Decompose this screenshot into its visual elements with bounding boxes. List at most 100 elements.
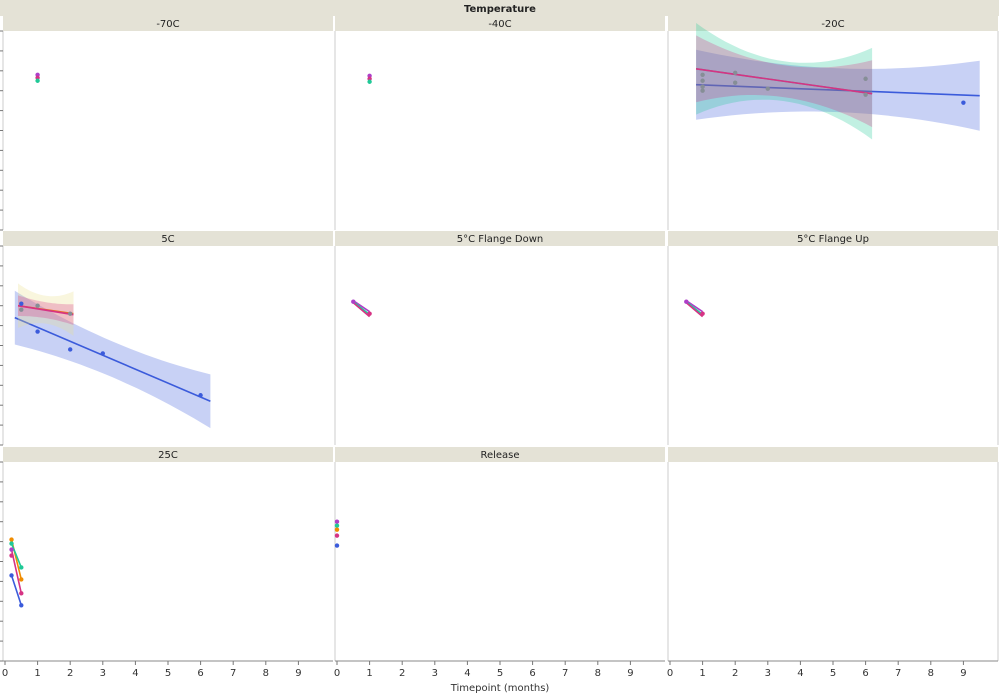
- panel-4: 5°C Flange Down: [334, 231, 665, 445]
- panel-5: 5°C Flange Up: [667, 231, 999, 445]
- data-point: [700, 311, 705, 316]
- x-tick-label: 6: [862, 668, 868, 679]
- series-line: [352, 300, 371, 313]
- x-tick-label: 3: [432, 668, 438, 679]
- data-point: [700, 78, 705, 83]
- data-point: [9, 537, 14, 542]
- data-point: [35, 303, 40, 308]
- panel-3: 5C: [0, 231, 333, 446]
- x-tick-label: 0: [334, 668, 340, 679]
- panel-header: [335, 447, 665, 462]
- fit-line: [695, 68, 873, 95]
- data-point: [334, 527, 340, 532]
- x-tick-label: 6: [529, 668, 535, 679]
- series-line: [10, 575, 23, 606]
- data-point: [19, 603, 24, 608]
- panel-label: -70C: [156, 19, 179, 30]
- x-tick-label: 1: [699, 668, 705, 679]
- data-point: [367, 311, 372, 316]
- series-line: [685, 302, 704, 318]
- panel-0: -70C: [0, 16, 333, 231]
- panel-label: 5°C Flange Up: [797, 234, 869, 245]
- panel-label: Release: [480, 450, 519, 461]
- x-tick-label: 3: [100, 668, 106, 679]
- panel-header: [335, 231, 665, 246]
- x-tick-label: 2: [732, 668, 738, 679]
- x-tick-label: 1: [366, 668, 372, 679]
- x-tick-label: 7: [895, 668, 901, 679]
- series-line: [352, 301, 371, 316]
- data-point: [961, 100, 966, 105]
- fit-line: [14, 316, 211, 402]
- panel-header: [3, 447, 333, 462]
- data-point: [19, 301, 24, 306]
- x-tick-label: 5: [830, 668, 836, 679]
- panel-label: -40C: [488, 19, 511, 30]
- data-point: [198, 393, 203, 398]
- data-point: [9, 573, 14, 578]
- x-tick-label: 8: [928, 668, 934, 679]
- panel-grid: -70C -40C -20C 5C 5°C Flange Down 5°C Flange …: [0, 16, 999, 662]
- data-point: [68, 347, 73, 352]
- panel-header: [668, 231, 998, 246]
- data-point: [700, 72, 705, 77]
- data-point: [68, 311, 73, 316]
- x-tick-label: 4: [797, 668, 803, 679]
- data-point: [765, 86, 770, 91]
- data-point: [19, 591, 24, 596]
- x-tick-label: 9: [960, 668, 966, 679]
- series-line: [685, 300, 704, 313]
- series-line: [352, 302, 371, 318]
- data-point: [35, 329, 40, 334]
- x-axis-label: Timepoint (months): [450, 683, 550, 694]
- title-bar: [0, 0, 999, 16]
- x-tick-label: 7: [562, 668, 568, 679]
- x-tick-label: 4: [132, 668, 138, 679]
- x-tick-label: 9: [627, 668, 633, 679]
- fit-line: [696, 83, 980, 97]
- data-point: [19, 577, 24, 582]
- x-tick-label: 4: [464, 668, 470, 679]
- panel-8: [667, 447, 999, 661]
- data-point: [334, 519, 340, 524]
- panel-6: 25C: [0, 447, 333, 662]
- data-point: [9, 553, 14, 558]
- data-point: [684, 299, 689, 304]
- chart-title: Temperature: [464, 4, 536, 15]
- x-tick-label: 2: [67, 668, 73, 679]
- data-point: [334, 533, 340, 538]
- data-point: [367, 79, 372, 84]
- panel-7: Release: [334, 447, 665, 661]
- panel-2: -20C: [667, 16, 999, 230]
- data-point: [700, 88, 705, 93]
- x-tick-label: 8: [595, 668, 601, 679]
- panel-1: -40C: [334, 16, 665, 230]
- series-line: [685, 301, 704, 316]
- data-point: [19, 307, 24, 312]
- panel-header: [3, 231, 333, 246]
- fit-line: [17, 304, 74, 316]
- data-point: [35, 78, 40, 83]
- data-point: [334, 543, 340, 548]
- panel-label: 5°C Flange Down: [457, 234, 544, 245]
- x-tick-label: 0: [667, 668, 673, 679]
- x-axis: 0 1 2 3 4 5 6 7 8 9 0 1 2 3 4 5 6 7 8 9 0 1 2 3 4 5 6 7 8 9: [2, 660, 998, 679]
- data-point: [700, 84, 705, 89]
- data-point: [733, 80, 738, 85]
- data-point: [334, 523, 340, 528]
- x-tick-label: 7: [230, 668, 236, 679]
- x-tick-label: 3: [765, 668, 771, 679]
- x-tick-label: 1: [34, 668, 40, 679]
- data-point: [100, 351, 106, 356]
- panel-header: [3, 16, 333, 31]
- panel-header: [335, 16, 665, 31]
- x-tick-label: 9: [295, 668, 301, 679]
- panel-label: -20C: [821, 19, 844, 30]
- data-point: [19, 565, 24, 570]
- panel-label: 25C: [158, 450, 178, 461]
- panel-header: [668, 447, 998, 462]
- panel-header: [668, 16, 998, 31]
- data-point: [863, 92, 868, 97]
- x-tick-label: 5: [165, 668, 171, 679]
- data-point: [351, 299, 356, 304]
